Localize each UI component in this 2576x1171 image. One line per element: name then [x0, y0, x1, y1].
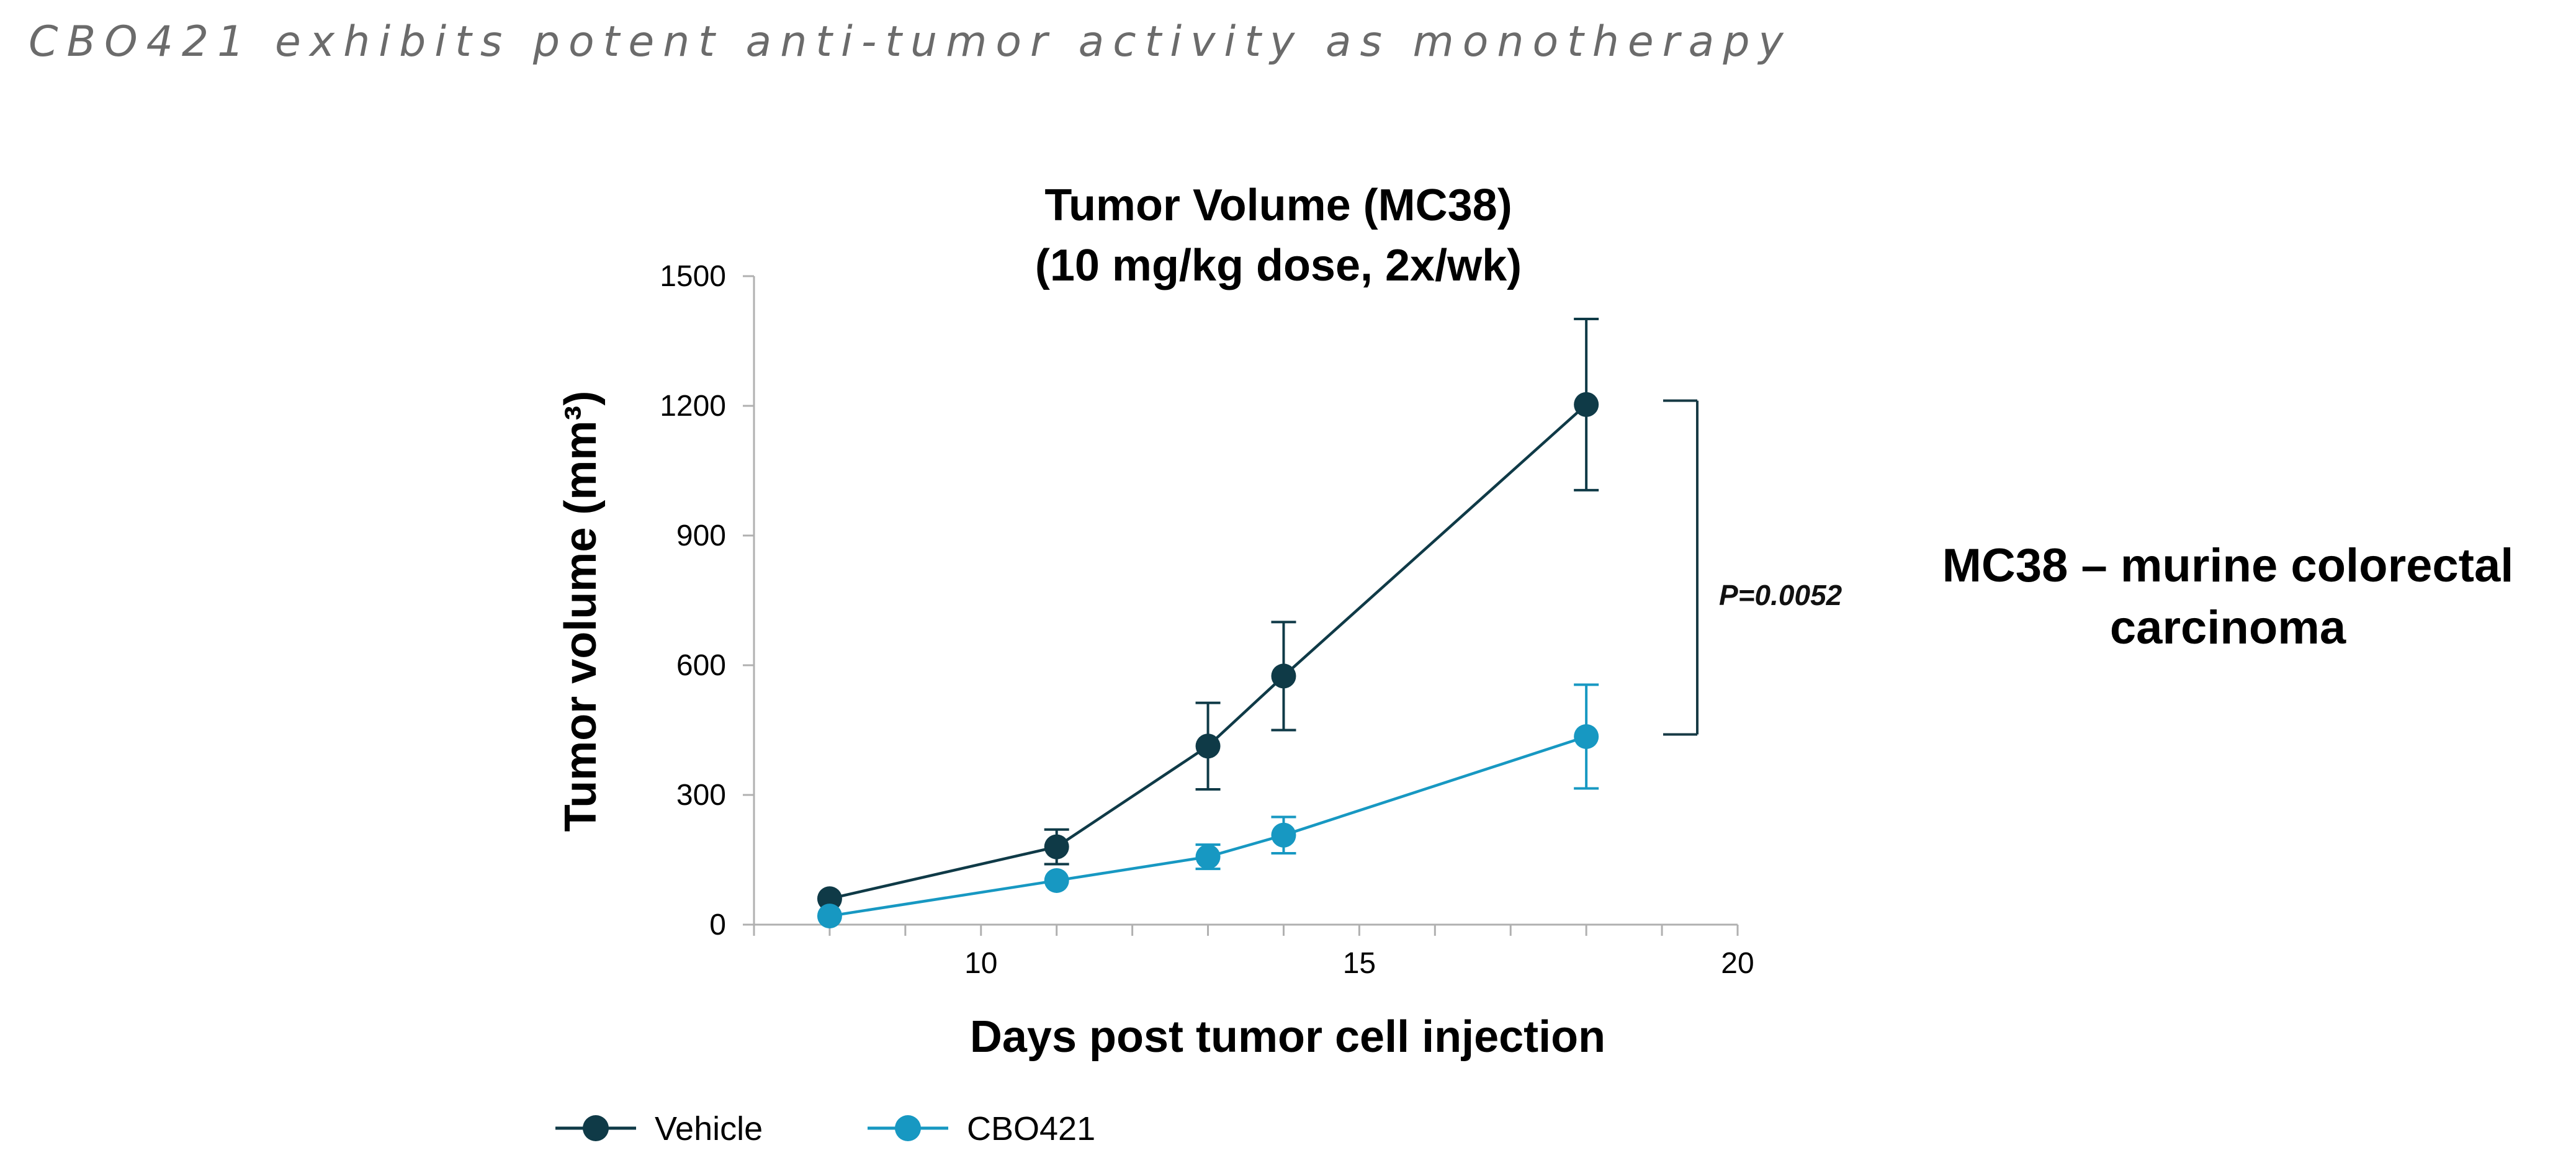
- legend-swatch-marker: [895, 1115, 921, 1141]
- series-cbo421: [817, 683, 1599, 929]
- series-vehicle: [817, 317, 1599, 912]
- data-point-cbo421: [1574, 724, 1599, 749]
- x-tick-label: 15: [1343, 947, 1376, 980]
- series-line-vehicle: [829, 403, 1587, 900]
- p-value-annotation: P=0.0052: [1719, 579, 1842, 611]
- legend: Vehicle CBO421: [555, 1110, 1095, 1147]
- data-point-vehicle: [1271, 663, 1296, 689]
- data-point-cbo421: [1271, 822, 1296, 848]
- y-tick-label: 1200: [660, 390, 726, 423]
- series-layer: [817, 317, 1599, 929]
- data-point-cbo421: [1195, 844, 1221, 869]
- x-axis-label: Days post tumor cell injection: [970, 1012, 1605, 1062]
- model-description-line1: MC38 – murine colorectal: [1942, 539, 2514, 592]
- legend-item-vehicle: Vehicle: [555, 1110, 763, 1147]
- model-description-line2: carcinoma: [2109, 601, 2346, 654]
- y-tick-label: 300: [676, 779, 726, 812]
- y-tick-label: 1500: [660, 260, 726, 293]
- model-description: MC38 – murine colorectal carcinoma: [1918, 535, 2538, 659]
- data-point-cbo421: [817, 904, 842, 929]
- y-tick-label: 600: [676, 649, 726, 682]
- legend-item-cbo421: CBO421: [868, 1110, 1095, 1147]
- slide-title: CBO421 exhibits potent anti-tumor activi…: [29, 17, 1792, 66]
- significance-bracket: [1663, 399, 1699, 736]
- chart-title-line2: (10 mg/kg dose, 2x/wk): [1035, 241, 1522, 290]
- legend-label: Vehicle: [655, 1110, 763, 1147]
- y-tick-label: 900: [676, 519, 726, 552]
- data-point-vehicle: [1044, 834, 1069, 859]
- data-point-vehicle: [817, 886, 842, 912]
- legend-swatch-marker: [583, 1115, 609, 1141]
- y-tick-label: 0: [709, 909, 726, 941]
- x-tick-label: 20: [1721, 947, 1754, 980]
- chart-title-line1: Tumor Volume (MC38): [1044, 181, 1512, 230]
- data-point-cbo421: [1044, 868, 1069, 893]
- axes: 0 300 600 900 1200 1500 10 15 20: [660, 260, 1754, 980]
- y-axis-label: Tumor volume (mm³): [556, 391, 606, 832]
- legend-label: CBO421: [967, 1110, 1095, 1147]
- x-tick-label: 10: [964, 947, 997, 980]
- data-point-vehicle: [1574, 392, 1599, 417]
- data-point-vehicle: [1195, 734, 1221, 759]
